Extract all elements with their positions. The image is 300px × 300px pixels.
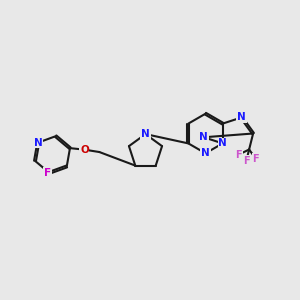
Text: F: F bbox=[44, 168, 51, 178]
Text: N: N bbox=[141, 129, 150, 139]
Text: F: F bbox=[243, 156, 250, 166]
Text: N: N bbox=[200, 132, 208, 142]
Text: N: N bbox=[201, 148, 210, 158]
Text: O: O bbox=[80, 145, 89, 154]
Text: N: N bbox=[34, 137, 43, 148]
Text: N: N bbox=[237, 112, 246, 122]
Text: N: N bbox=[218, 138, 227, 148]
Text: F: F bbox=[253, 154, 259, 164]
Text: F: F bbox=[236, 149, 242, 160]
